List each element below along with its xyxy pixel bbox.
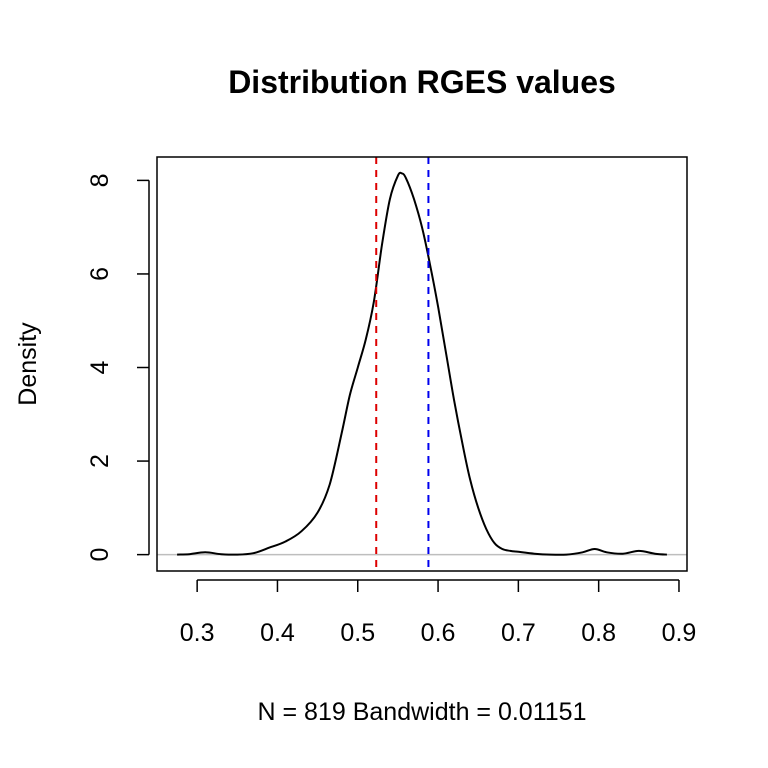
x-tick-label: 0.9 xyxy=(662,619,697,647)
chart-title: Distribution RGES values xyxy=(228,64,616,100)
y-tick-label: 4 xyxy=(86,360,114,374)
y-axis-label: Density xyxy=(14,322,42,406)
x-tick-label: 0.4 xyxy=(260,619,295,647)
plot-frame xyxy=(156,156,688,572)
plot-area xyxy=(157,157,687,571)
y-tick-label: 8 xyxy=(86,173,114,187)
density-curve xyxy=(177,171,667,556)
y-tick-label: 2 xyxy=(86,454,114,468)
y-axis: 0 2 4 6 8 xyxy=(86,173,150,562)
x-tick-label: 0.8 xyxy=(581,619,616,647)
y-tick-label: 6 xyxy=(86,267,114,281)
x-tick-label: 0.7 xyxy=(501,619,536,647)
x-tick-label: 0.6 xyxy=(421,619,456,647)
x-axis-label: N = 819 Bandwidth = 0.01151 xyxy=(258,698,587,726)
x-tick-label: 0.5 xyxy=(340,619,375,647)
x-tick-label: 0.3 xyxy=(180,619,215,647)
x-axis: 0.3 0.4 0.5 0.6 0.7 0.8 0.9 xyxy=(180,579,697,647)
y-tick-label: 0 xyxy=(86,548,114,562)
